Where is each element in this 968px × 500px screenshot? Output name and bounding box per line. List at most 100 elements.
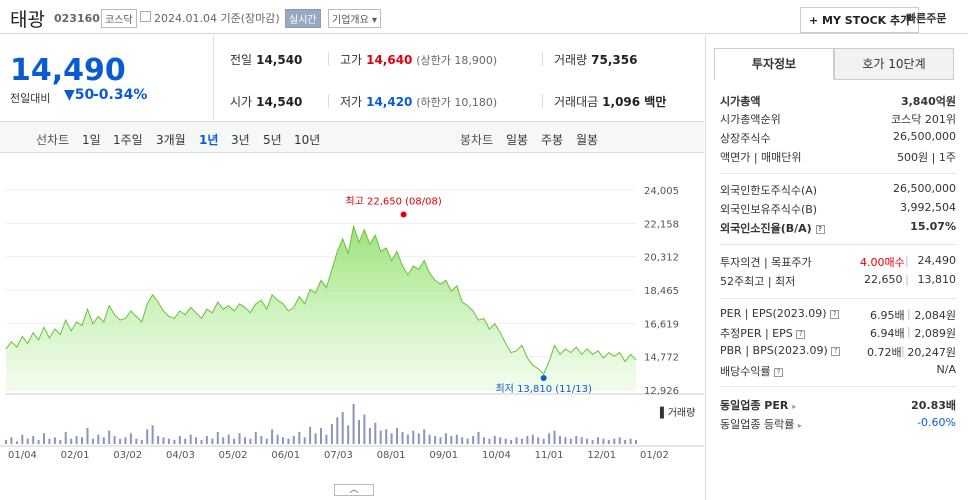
volume-bar: [330, 424, 333, 444]
divider: [720, 298, 956, 299]
volume-bar: [216, 432, 219, 444]
volume-bar: [97, 434, 100, 444]
volume-bar: [597, 437, 599, 444]
volume-label: ▌거래량: [659, 406, 695, 419]
tab-orderbook-10[interactable]: 호가 10단계: [834, 48, 954, 80]
volume-bar: [254, 432, 257, 444]
period-10y[interactable]: 10년: [294, 133, 321, 147]
stock-code: 023160: [54, 12, 100, 25]
row-dividend: 배당수익률 ? N/A: [720, 363, 956, 378]
candle-daily[interactable]: 일봉: [506, 133, 529, 147]
row-market-cap-rank: 시가총액순위 코스닥 201위: [720, 113, 956, 126]
chevron-right-icon: ▸: [797, 421, 802, 430]
chevron-right-icon: ▸: [792, 402, 797, 411]
divider: [720, 386, 956, 387]
period-1y[interactable]: 1년: [199, 133, 219, 147]
base-date: 2024.01.04 기준(장마감): [154, 12, 280, 25]
period-5y[interactable]: 5년: [263, 133, 282, 147]
volume-bar: [303, 437, 306, 444]
divider: [720, 244, 956, 245]
quick-order-button[interactable]: 빠른주문: [906, 12, 947, 25]
stat-volume: 거래량 75,356: [554, 53, 638, 67]
help-icon[interactable]: ?: [831, 346, 841, 356]
volume-bar: [564, 437, 567, 444]
volume-bar: [157, 436, 160, 444]
volume-bar: [629, 438, 632, 444]
y-tick-label: 20,312: [644, 253, 679, 264]
x-tick-label: 11/01: [535, 450, 564, 461]
x-tick-label: 09/01: [429, 450, 458, 461]
x-tick-label: 03/02: [113, 450, 142, 461]
volume-bar: [352, 404, 355, 444]
row-foreign-hold: 외국인보유주식수(B) 3,992,504: [720, 201, 956, 216]
help-icon[interactable]: ?: [830, 309, 840, 319]
candle-chart-label: 봉차트: [460, 133, 494, 147]
volume-bar: [298, 432, 301, 444]
candle-monthly[interactable]: 월봉: [576, 133, 599, 147]
candle-weekly[interactable]: 주봉: [541, 133, 564, 147]
chart-collapse-toggle[interactable]: ︿: [334, 484, 374, 496]
company-info-dropdown[interactable]: 기업개요 ▾: [328, 9, 381, 28]
volume-bar: [461, 437, 464, 444]
volume-bar: [48, 438, 51, 444]
period-3m[interactable]: 3개월: [156, 133, 186, 147]
volume-bar: [363, 414, 366, 444]
volume-bar: [417, 433, 420, 444]
price-chart[interactable]: 24,005 22,158 20,312 18,465 16,619 14,772 12,9…: [0, 154, 704, 484]
volume-bar: [423, 429, 426, 444]
x-tick-label: 02/01: [61, 450, 90, 461]
volume-bar: [167, 438, 170, 444]
volume-bar: [618, 437, 621, 444]
x-tick-label: 07/03: [324, 450, 353, 461]
volume-bar: [488, 438, 491, 444]
volume-bar: [428, 434, 431, 444]
divider: [720, 173, 956, 174]
volume-bar: [542, 438, 545, 444]
divider: [328, 52, 329, 66]
row-par: 액면가 | 매매단위 500원 | 1주: [720, 151, 956, 164]
period-1w[interactable]: 1주일: [113, 133, 143, 147]
row-market-cap: 시가총액 3,840억원: [720, 95, 956, 108]
volume-bar: [15, 441, 18, 444]
volume-bar: [178, 436, 181, 444]
row-52week: 52주최고 | 최저 22,650 | 13,810: [720, 273, 956, 288]
stock-header: 태광 023160 코스닥 2024.01.04 기준(장마감) 실시간 기업개…: [0, 0, 968, 34]
divider: [542, 94, 543, 108]
volume-bar: [287, 438, 290, 444]
row-foreign-limit: 외국인한도주식수(A) 26,500,000: [720, 182, 956, 197]
help-icon[interactable]: ?: [796, 329, 806, 339]
volume-bar: [336, 417, 339, 444]
volume-bar: [184, 438, 187, 444]
volume-bar: [113, 436, 116, 444]
volume-bar: [504, 438, 507, 444]
volume-bar: [385, 429, 388, 444]
row-sector-per[interactable]: 동일업종 PER ▸ 20.83배: [720, 399, 956, 412]
row-est-per: 추정PER | EPS ? 6.94배 | 2,089원: [720, 325, 956, 340]
help-icon[interactable]: ?: [815, 224, 825, 234]
y-tick-label: 22,158: [644, 219, 679, 230]
volume-bar: [129, 433, 132, 444]
volume-bar: [146, 429, 149, 444]
volume-bar: [32, 436, 35, 444]
volume-bar: [53, 437, 56, 444]
realtime-button[interactable]: 실시간: [285, 9, 321, 28]
volume-bar: [434, 436, 437, 444]
volume-bar: [124, 437, 127, 444]
period-3y[interactable]: 3년: [231, 133, 250, 147]
volume-bar: [602, 438, 605, 444]
volume-bar: [189, 434, 192, 444]
volume-bar: [450, 436, 453, 444]
volume-bar: [520, 438, 523, 444]
stat-low: 저가 14,420 (하한가 10,180): [340, 95, 498, 109]
volume-bar: [108, 430, 111, 444]
volume-bar: [91, 438, 94, 444]
volume-bar: [200, 440, 203, 444]
tab-invest-info[interactable]: 투자정보: [714, 48, 834, 80]
my-stock-add-button[interactable]: + MY STOCK 추가: [800, 7, 920, 33]
change-value: ▼50: [64, 87, 95, 103]
volume-bar: [477, 432, 480, 444]
period-1d[interactable]: 1일: [82, 133, 101, 147]
row-sector-change[interactable]: 동일업종 등락률 ▸ -0.60%: [720, 416, 956, 431]
help-icon[interactable]: ?: [774, 367, 784, 377]
volume-bar: [455, 434, 458, 444]
